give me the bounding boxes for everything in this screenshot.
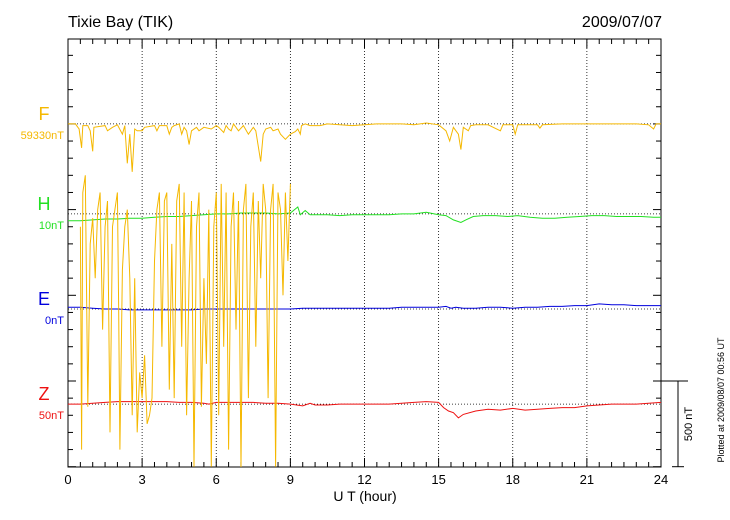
- chart-title: Tixie Bay (TIK): [68, 14, 173, 31]
- trace-z: [68, 401, 662, 419]
- series-baseline-h: 10nT: [39, 220, 64, 232]
- series-baseline-f: 59330nT: [21, 130, 65, 142]
- scale-bar-label: 500 nT: [683, 407, 695, 442]
- x-tick-labels: 0 3 6 9 12 15 18 21 24: [64, 472, 668, 487]
- series-labels: F 59330nT H 10nT E 0nT Z 50nT: [21, 104, 65, 422]
- trace-f-spikes: [79, 175, 291, 468]
- series-name-h: H: [38, 194, 51, 214]
- x-axis-label: U T (hour): [333, 488, 396, 504]
- x-tick-label: 12: [357, 472, 371, 487]
- x-tick-label: 6: [213, 472, 220, 487]
- series-name-f: F: [39, 104, 50, 124]
- data-traces: [68, 122, 662, 468]
- chart-date: 2009/07/07: [582, 14, 662, 31]
- series-name-e: E: [38, 289, 50, 309]
- scale-bar: 500 nT: [661, 380, 695, 468]
- x-tick-label: 0: [64, 472, 71, 487]
- plotted-note: Plotted at 2009/08/07 00:56 UT: [716, 337, 726, 463]
- x-tick-label: 3: [139, 472, 146, 487]
- x-tick-label: 18: [506, 472, 520, 487]
- x-tick-label: 9: [287, 472, 294, 487]
- x-tick-label: 24: [654, 472, 668, 487]
- series-baseline-z: 50nT: [39, 410, 64, 422]
- series-baseline-e: 0nT: [45, 315, 64, 327]
- trace-h: [68, 206, 661, 224]
- trace-f: [68, 122, 661, 172]
- series-name-z: Z: [39, 384, 50, 404]
- x-tick-label: 21: [580, 472, 594, 487]
- x-tick-label: 15: [431, 472, 445, 487]
